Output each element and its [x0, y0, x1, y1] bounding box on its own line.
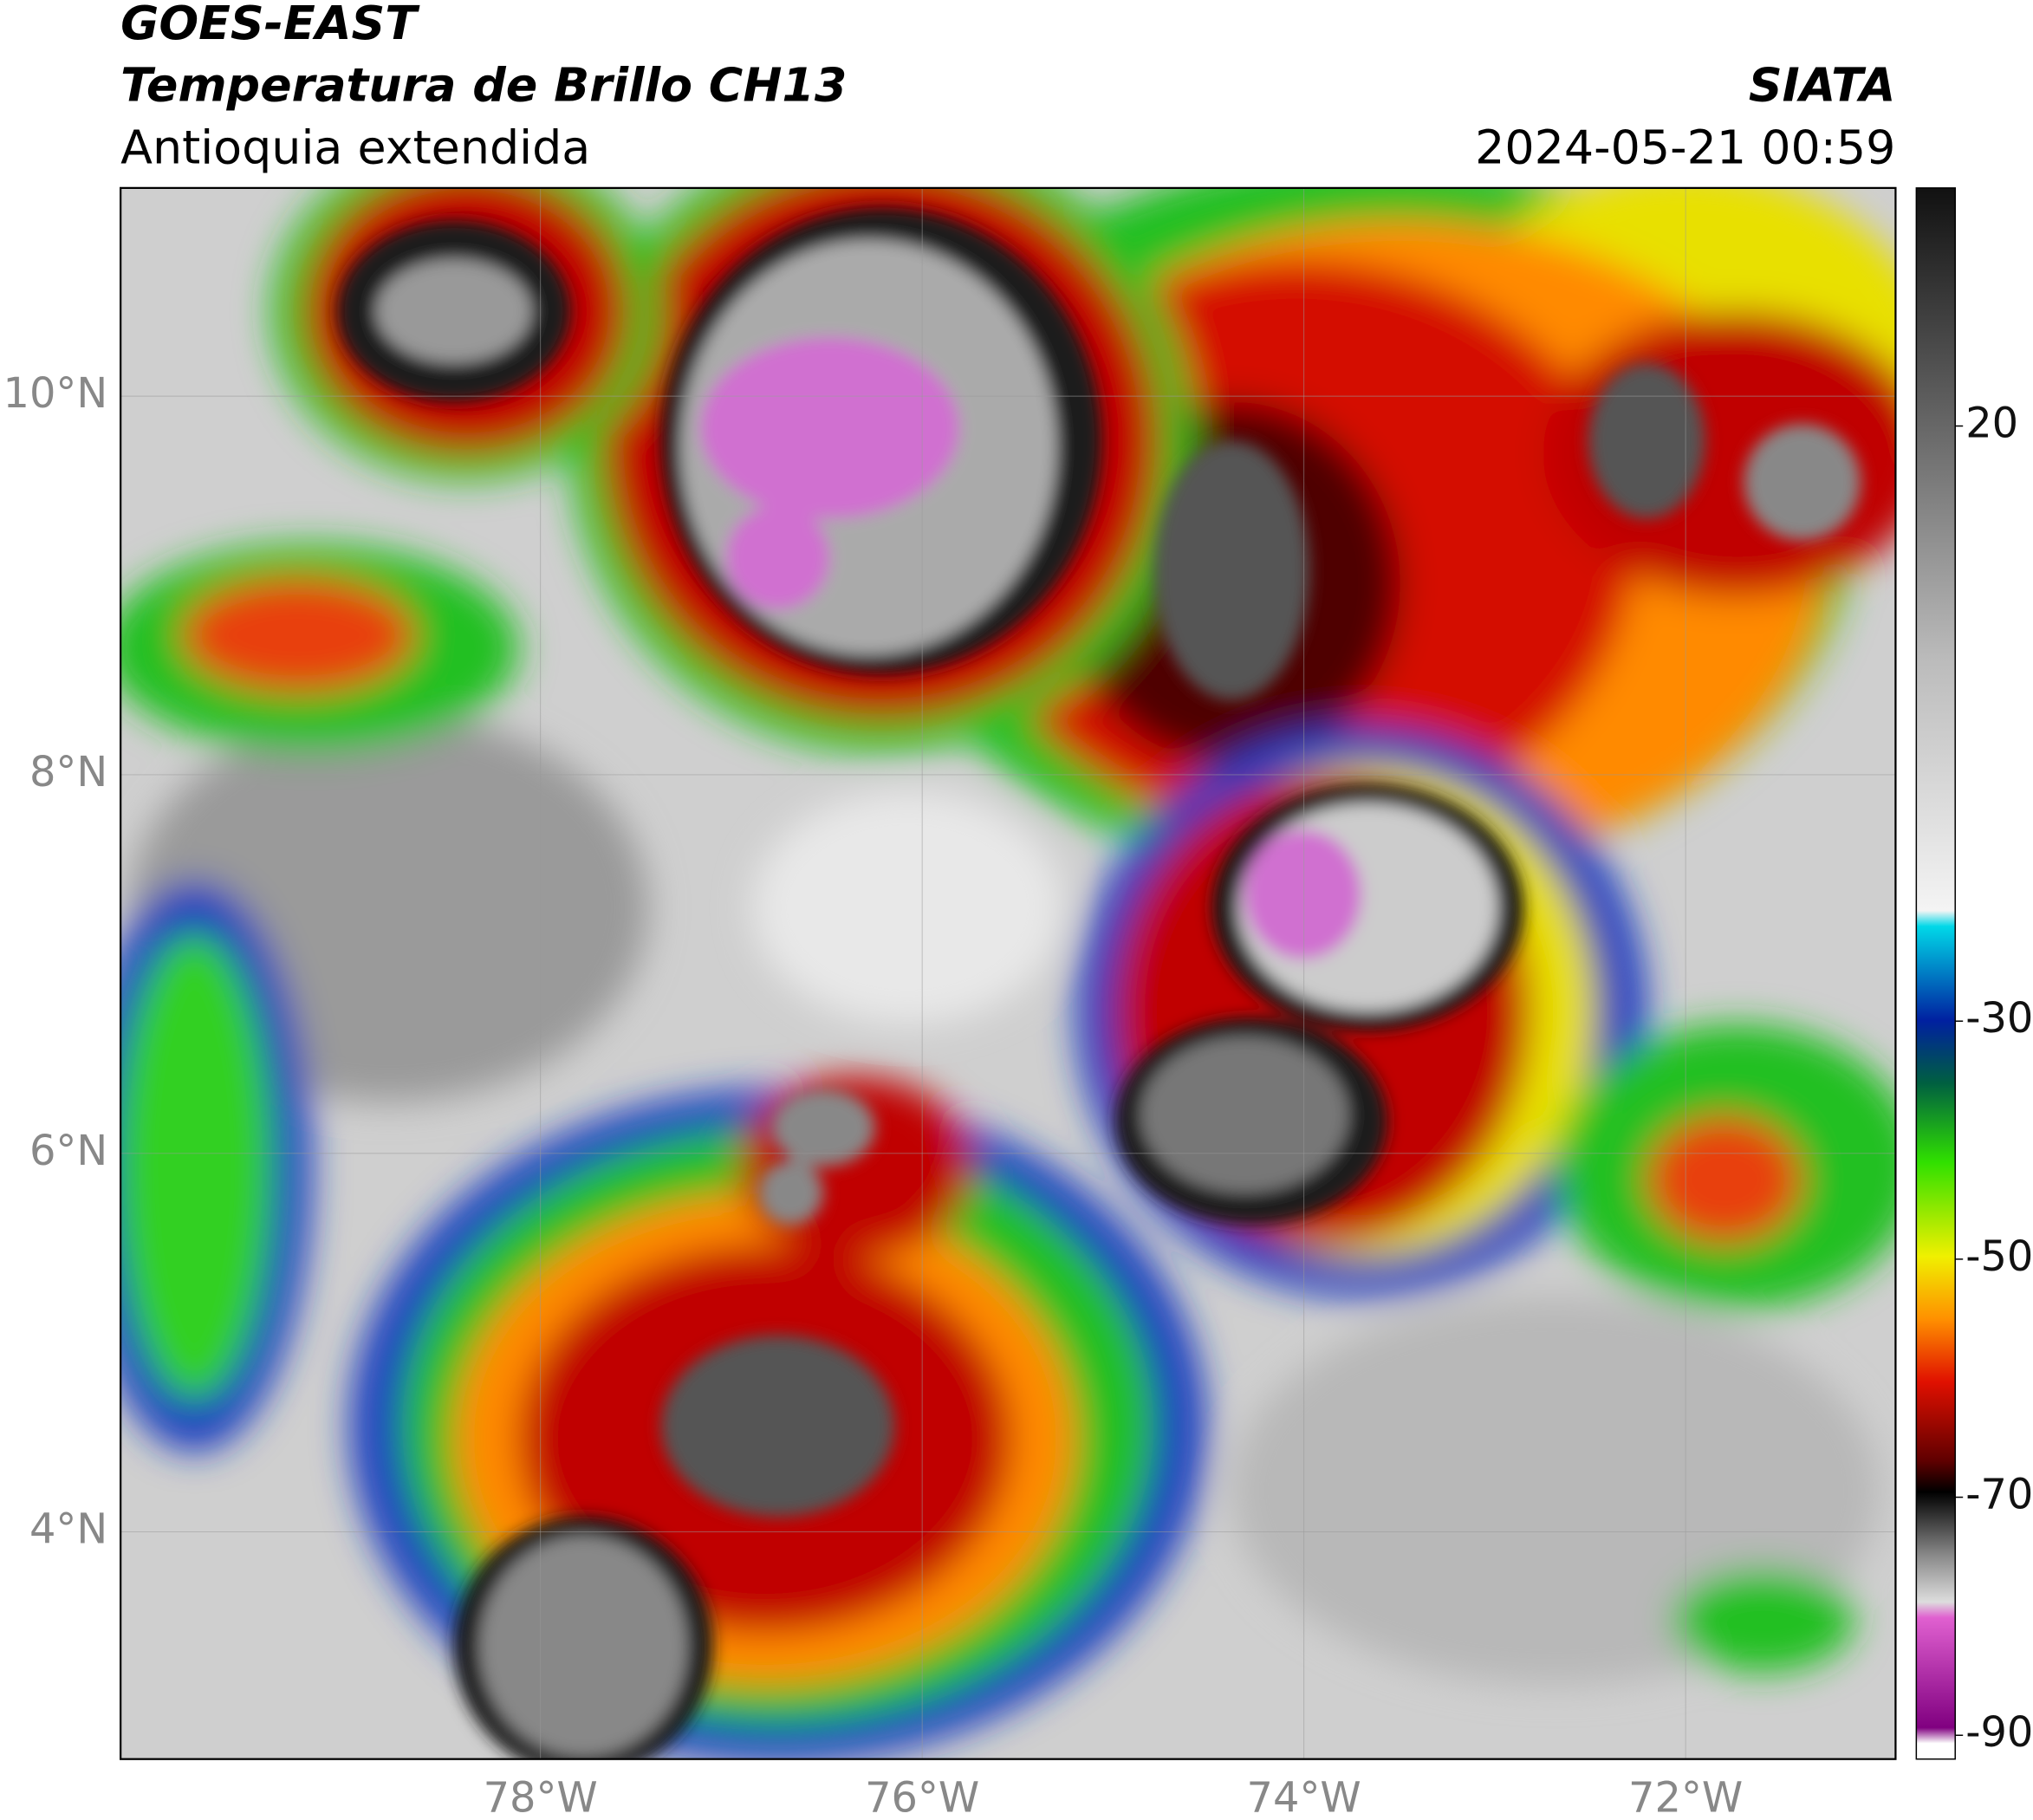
colorbar-tick-label: -90 — [1965, 1709, 2033, 1757]
x-tick-label: 78°W — [484, 1775, 598, 1820]
y-tick-label: 8°N — [29, 749, 107, 796]
y-tick-label: 4°N — [29, 1506, 107, 1554]
datetime: 2024-05-21 00:59 — [1475, 120, 1895, 174]
axis-labels: 78°W 76°W 74°W 72°W 10°N 8°N 6°N 4°N 20 -30 -50 -70… — [3, 370, 2033, 1820]
x-tick-label: 74°W — [1247, 1775, 1361, 1820]
map-frame — [120, 186, 1897, 1760]
graticule — [120, 187, 1896, 1759]
colorbar-tick-label: 20 — [1965, 400, 2018, 448]
colorbar-tick-label: -70 — [1965, 1472, 2033, 1519]
y-tick-label: 10°N — [3, 370, 108, 418]
colorbar-tick-label: -50 — [1965, 1233, 2033, 1281]
x-tick-label: 72°W — [1628, 1775, 1743, 1820]
x-tick-label: 76°W — [865, 1775, 979, 1820]
colorbar — [1915, 187, 1956, 1760]
subtitle: Temperatura de Brillo CH13 — [120, 58, 847, 113]
y-tick-label: 6°N — [29, 1128, 107, 1175]
satellite-image — [120, 187, 1896, 1759]
colorbar-tick-label: -30 — [1965, 995, 2033, 1043]
region: Antioquia extendida — [120, 120, 590, 174]
title: GOES-EAST — [120, 0, 420, 50]
source: SIATA — [1749, 58, 1896, 113]
